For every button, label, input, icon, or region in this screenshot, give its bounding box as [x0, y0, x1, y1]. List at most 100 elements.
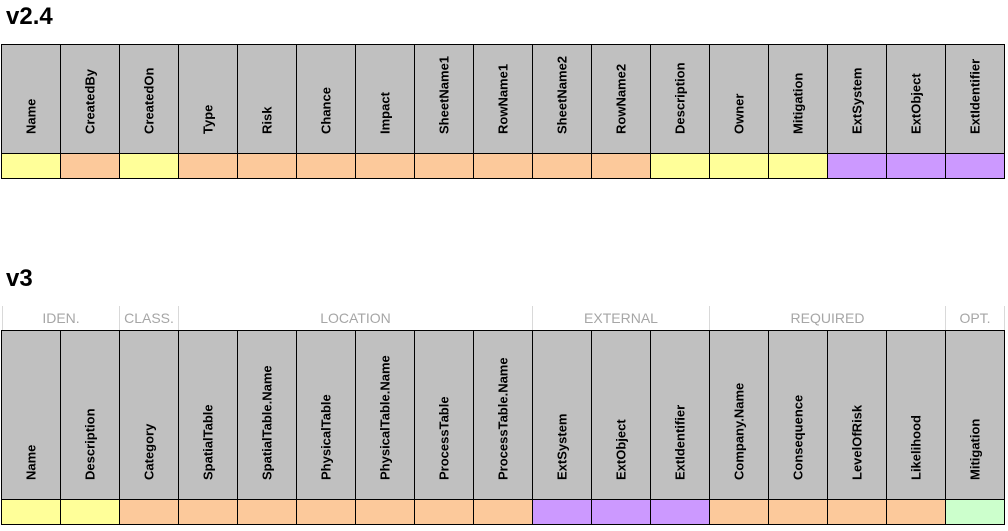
- column-header-label: Likelihood: [908, 415, 924, 480]
- column-header-rowname2: RowName2: [591, 44, 651, 154]
- color-cell-extsystem: [532, 499, 592, 525]
- column-header-physicaltable-name: PhysicalTable.Name: [355, 330, 415, 500]
- column-header-label: Name: [23, 444, 39, 480]
- color-cell-spatialtable: [178, 499, 238, 525]
- column-header-levelofrisk: LevelOfRisk: [827, 330, 887, 500]
- color-cell-likelihood: [886, 499, 946, 525]
- column-header-label: Mitigation: [790, 72, 806, 134]
- column-header-impact: Impact: [355, 44, 415, 154]
- color-cell-name: [1, 499, 61, 525]
- column-header-label: ExtSystem: [554, 413, 570, 480]
- group-label-required: REQUIRED: [710, 306, 946, 331]
- column-header-company-name: Company.Name: [709, 330, 769, 500]
- column-header-spatialtable-name: SpatialTable.Name: [237, 330, 297, 500]
- column-header-label: ExtObject: [613, 419, 629, 480]
- color-cell-impact: [355, 153, 415, 179]
- column-header-spatialtable: SpatialTable: [178, 330, 238, 500]
- column-header-label: Company.Name: [731, 382, 747, 480]
- column-header-rowname1: RowName1: [473, 44, 533, 154]
- color-cell-spatialtable-name: [237, 499, 297, 525]
- column-header-mitigation: Mitigation: [945, 330, 1005, 500]
- group-label-iden: IDEN.: [2, 306, 120, 331]
- column-header-label: ProcessTable: [436, 396, 452, 480]
- color-cell-description: [650, 153, 710, 179]
- color-cell-consequence: [768, 499, 828, 525]
- group-label-class: CLASS.: [120, 306, 179, 331]
- column-header-createdby: CreatedBy: [60, 44, 120, 154]
- column-header-label: CreatedOn: [141, 67, 157, 134]
- color-cell-rowname2: [591, 153, 651, 179]
- column-header-label: SheetName1: [436, 55, 452, 134]
- color-cell-rowname1: [473, 153, 533, 179]
- color-cell-company-name: [709, 499, 769, 525]
- column-header-processtable-name: ProcessTable.Name: [473, 330, 533, 500]
- color-cell-name: [1, 153, 61, 179]
- color-cell-processtable: [414, 499, 474, 525]
- column-header-label: Risk: [259, 106, 275, 134]
- column-header-label: Name: [23, 98, 39, 134]
- column-header-label: Chance: [318, 87, 334, 134]
- column-header-type: Type: [178, 44, 238, 154]
- column-header-label: CreatedBy: [82, 68, 98, 134]
- column-header-label: PhysicalTable: [318, 394, 334, 480]
- column-header-label: LevelOfRisk: [849, 404, 865, 480]
- column-header-label: SpatialTable.Name: [259, 365, 275, 480]
- column-header-sheetname1: SheetName1: [414, 44, 474, 154]
- color-cell-extobject: [591, 499, 651, 525]
- color-cell-type: [178, 153, 238, 179]
- column-header-name: Name: [1, 330, 61, 500]
- color-cell-sheetname2: [532, 153, 592, 179]
- column-header-extobject: ExtObject: [886, 44, 946, 154]
- color-cell-createdby: [60, 153, 120, 179]
- column-header-label: ExtIdentifier: [672, 404, 688, 480]
- column-header-extidentifier: ExtIdentifier: [945, 44, 1005, 154]
- color-cell-description: [60, 499, 120, 525]
- column-header-extsystem: ExtSystem: [827, 44, 887, 154]
- column-header-label: SheetName2: [554, 55, 570, 134]
- column-header-label: Description: [672, 62, 688, 134]
- color-cell-category: [119, 499, 179, 525]
- color-cell-sheetname1: [414, 153, 474, 179]
- column-header-extidentifier: ExtIdentifier: [650, 330, 710, 500]
- column-header-extobject: ExtObject: [591, 330, 651, 500]
- color-cell-extobject: [886, 153, 946, 179]
- color-cell-owner: [709, 153, 769, 179]
- color-cell-extidentifier: [945, 153, 1005, 179]
- column-header-createdon: CreatedOn: [119, 44, 179, 154]
- column-header-category: Category: [119, 330, 179, 500]
- column-header-owner: Owner: [709, 44, 769, 154]
- color-cell-physicaltable: [296, 499, 356, 525]
- column-header-label: Type: [200, 104, 216, 134]
- schema-table-v3: Name Description Category SpatialTable Spati…: [1, 330, 1005, 525]
- column-header-consequence: Consequence: [768, 330, 828, 500]
- column-header-label: ExtObject: [908, 73, 924, 134]
- column-header-label: ExtSystem: [849, 67, 865, 134]
- column-header-label: Description: [82, 408, 98, 480]
- column-header-risk: Risk: [237, 44, 297, 154]
- schema-table-v2-4: Name CreatedBy CreatedOn Type Risk Chance Impa…: [1, 44, 1005, 179]
- color-cell-mitigation: [945, 499, 1005, 525]
- color-cell-extidentifier: [650, 499, 710, 525]
- group-label-external: EXTERNAL: [533, 306, 710, 331]
- group-label-opt: OPT.: [946, 306, 1005, 331]
- column-header-label: ExtIdentifier: [967, 58, 983, 134]
- column-header-label: Owner: [731, 93, 747, 134]
- column-header-sheetname2: SheetName2: [532, 44, 592, 154]
- color-cell-chance: [296, 153, 356, 179]
- column-header-description: Description: [650, 44, 710, 154]
- color-cell-risk: [237, 153, 297, 179]
- column-header-label: RowName2: [613, 63, 629, 134]
- group-label-location: LOCATION: [179, 306, 533, 331]
- column-header-label: RowName1: [495, 63, 511, 134]
- column-header-extsystem: ExtSystem: [532, 330, 592, 500]
- column-header-processtable: ProcessTable: [414, 330, 474, 500]
- column-header-label: ProcessTable.Name: [495, 357, 511, 480]
- column-group-header-row: IDEN. CLASS. LOCATION EXTERNAL REQUIRED OPT.: [2, 306, 1005, 331]
- color-cell-levelofrisk: [827, 499, 887, 525]
- column-header-label: PhysicalTable.Name: [377, 355, 393, 480]
- color-cell-processtable-name: [473, 499, 533, 525]
- column-header-mitigation: Mitigation: [768, 44, 828, 154]
- color-cell-physicaltable-name: [355, 499, 415, 525]
- column-header-chance: Chance: [296, 44, 356, 154]
- version-title-v3: v3: [6, 265, 33, 292]
